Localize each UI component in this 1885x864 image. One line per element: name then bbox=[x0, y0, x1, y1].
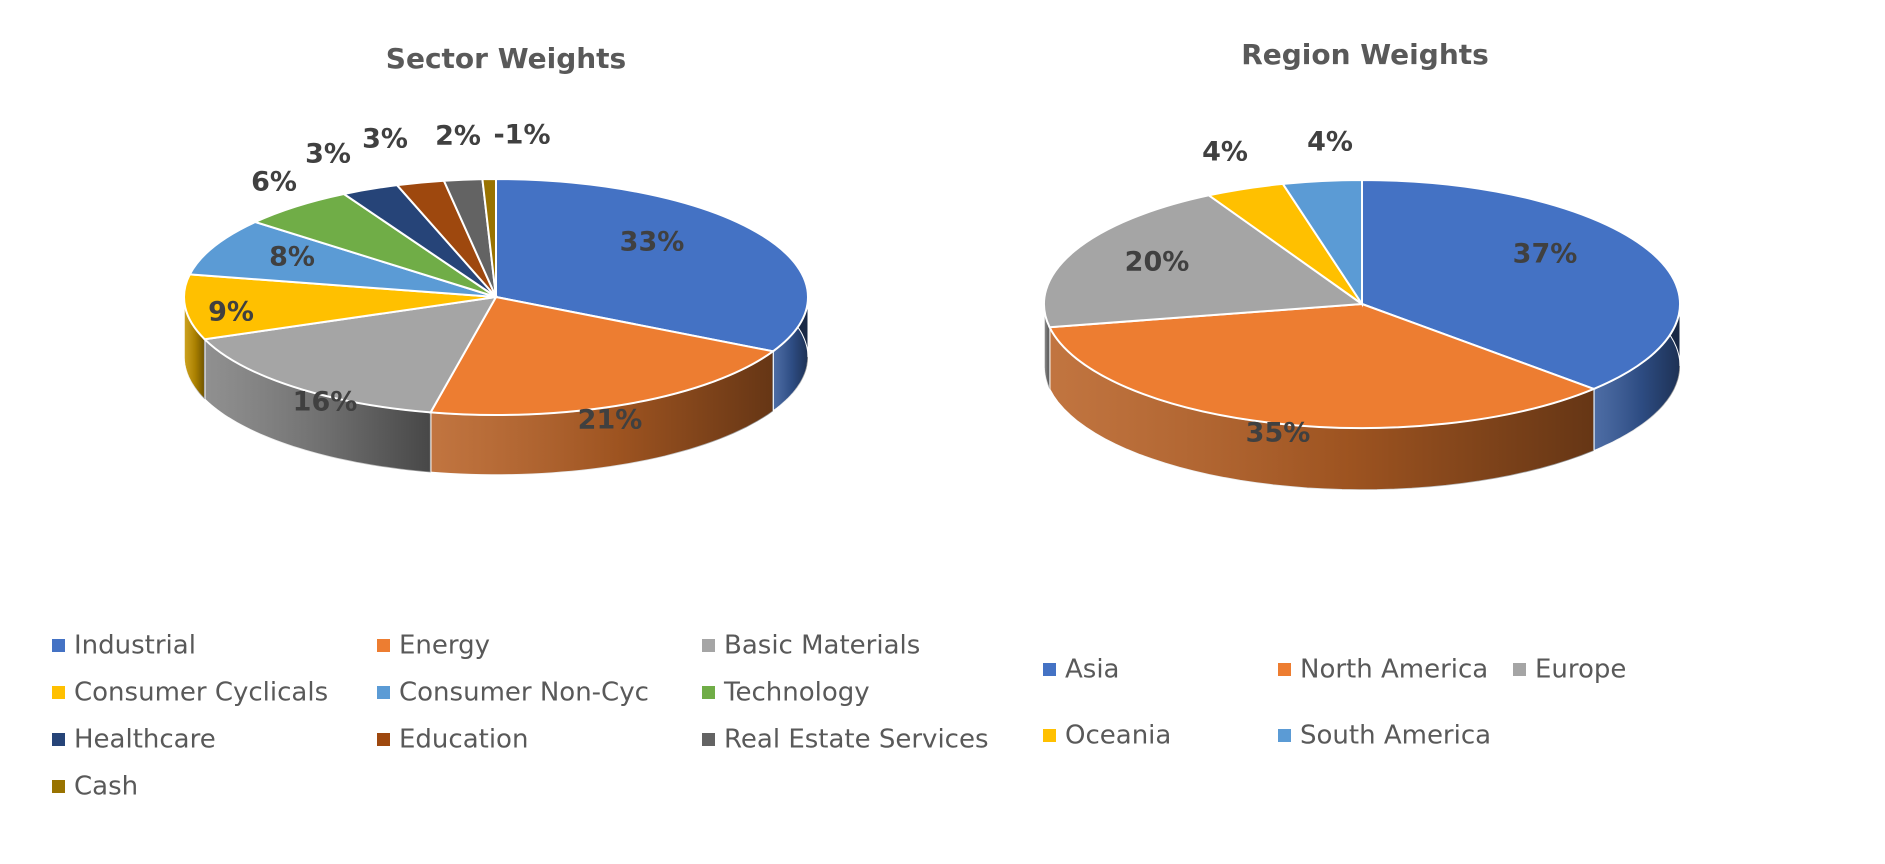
slice-region-north-america bbox=[1048, 302, 1597, 430]
legend-label-sector-industrial: Industrial bbox=[74, 631, 196, 661]
legend-label-region-europe: Europe bbox=[1535, 655, 1626, 685]
legend-swatch-sector-industrial bbox=[52, 639, 65, 652]
data-label-region-north-america: 35% bbox=[1246, 418, 1311, 449]
legend-swatch-region-north-america bbox=[1278, 663, 1291, 676]
data-label-region-europe: 20% bbox=[1125, 247, 1190, 278]
legend-swatch-sector-education bbox=[377, 733, 390, 746]
legend-swatch-sector-energy bbox=[377, 639, 390, 652]
legend-label-sector-healthcare: Healthcare bbox=[74, 725, 216, 755]
legend-item-region-north-america: North America bbox=[1278, 655, 1488, 685]
legend-item-sector-consumer-cyclicals: Consumer Cyclicals bbox=[52, 678, 328, 708]
data-label-region-oceania: 4% bbox=[1202, 137, 1248, 168]
side-shade-sector-energy bbox=[430, 351, 773, 475]
slice-sector-energy bbox=[428, 295, 776, 416]
legend-item-sector-industrial: Industrial bbox=[52, 631, 196, 661]
legend-label-sector-energy: Energy bbox=[399, 631, 490, 661]
legend-swatch-sector-healthcare bbox=[52, 733, 65, 746]
legend-item-sector-education: Education bbox=[377, 725, 528, 755]
slice-region-europe bbox=[1042, 194, 1365, 329]
legend-item-region-europe: Europe bbox=[1513, 655, 1626, 685]
legend-label-region-south-america: South America bbox=[1300, 721, 1491, 751]
slice-sector-consumer-non-cyc bbox=[188, 220, 497, 298]
region-legend: Asia North America Europe Oceania South Amer… bbox=[1043, 655, 1626, 751]
legend-swatch-sector-consumer-non-cyc bbox=[377, 686, 390, 699]
legend-label-sector-basic-materials: Basic Materials bbox=[724, 631, 920, 661]
legend-item-region-oceania: Oceania bbox=[1043, 721, 1171, 751]
side-shade-sector-consumer-cyclicals bbox=[184, 297, 205, 400]
legend-item-sector-real-estate-services: Real Estate Services bbox=[702, 725, 989, 755]
data-label-sector-consumer-non-cyc: 8% bbox=[269, 242, 315, 273]
legend-swatch-sector-real-estate-services bbox=[702, 733, 715, 746]
legend-item-sector-technology: Technology bbox=[702, 678, 870, 708]
data-label-region-asia: 37% bbox=[1513, 239, 1578, 270]
data-label-sector-healthcare: 3% bbox=[305, 139, 351, 170]
legend-swatch-region-oceania bbox=[1043, 729, 1056, 742]
legend-item-sector-basic-materials: Basic Materials bbox=[702, 631, 920, 661]
legend-label-region-north-america: North America bbox=[1300, 655, 1488, 685]
data-label-region-south-america: 4% bbox=[1307, 127, 1353, 158]
legend-swatch-region-europe bbox=[1513, 663, 1526, 676]
legend-item-sector-cash: Cash bbox=[52, 772, 138, 802]
sector-data-labels: 33% 21% 16% 9% 8% 6% 3% 3% 2% -1% bbox=[208, 120, 684, 436]
legend-swatch-sector-consumer-cyclicals bbox=[52, 686, 65, 699]
slice-region-asia bbox=[1361, 178, 1682, 390]
data-label-sector-education: 3% bbox=[362, 124, 408, 155]
side-shade-region-north-america bbox=[1049, 327, 1594, 490]
legend-label-sector-cash: Cash bbox=[74, 772, 138, 802]
data-label-sector-energy: 21% bbox=[578, 405, 643, 436]
legend-label-region-oceania: Oceania bbox=[1065, 721, 1171, 751]
slice-sector-cash bbox=[481, 177, 497, 298]
sector-chart-title: Sector Weights bbox=[386, 42, 626, 75]
legend-item-sector-consumer-non-cyc: Consumer Non-Cyc bbox=[377, 678, 649, 708]
data-label-sector-industrial: 33% bbox=[620, 227, 685, 258]
legend-label-sector-consumer-non-cyc: Consumer Non-Cyc bbox=[399, 678, 649, 708]
slice-sector-industrial bbox=[495, 177, 809, 353]
legend-item-region-asia: Asia bbox=[1043, 655, 1120, 685]
slice-sector-consumer-cyclicals bbox=[183, 273, 497, 341]
data-label-sector-consumer-cyclicals: 9% bbox=[208, 297, 254, 328]
sector-legend: Industrial Energy Basic Materials Consumer … bbox=[52, 631, 989, 802]
legend-label-sector-real-estate-services: Real Estate Services bbox=[724, 725, 989, 755]
region-pie bbox=[1042, 178, 1682, 491]
legend-swatch-sector-basic-materials bbox=[702, 639, 715, 652]
legend-swatch-sector-technology bbox=[702, 686, 715, 699]
legend-item-sector-healthcare: Healthcare bbox=[52, 725, 216, 755]
legend-item-sector-energy: Energy bbox=[377, 631, 490, 661]
legend-item-region-south-america: South America bbox=[1278, 721, 1491, 751]
side-shade-region-asia bbox=[1593, 304, 1680, 451]
legend-swatch-sector-cash bbox=[52, 780, 65, 793]
legend-swatch-region-south-america bbox=[1278, 729, 1291, 742]
legend-label-sector-education: Education bbox=[399, 725, 528, 755]
data-label-sector-basic-materials: 16% bbox=[293, 387, 358, 418]
legend-label-region-asia: Asia bbox=[1065, 655, 1120, 685]
sector-pie bbox=[183, 177, 809, 476]
legend-swatch-region-asia bbox=[1043, 663, 1056, 676]
data-label-sector-cash: -1% bbox=[493, 120, 550, 151]
slice-sector-basic-materials bbox=[202, 295, 498, 414]
data-label-sector-real-estate-services: 2% bbox=[435, 121, 481, 152]
legend-label-sector-technology: Technology bbox=[723, 678, 870, 708]
side-shade-sector-basic-materials bbox=[204, 339, 431, 473]
region-chart-title: Region Weights bbox=[1241, 38, 1489, 71]
data-label-sector-technology: 6% bbox=[251, 167, 297, 198]
legend-label-sector-consumer-cyclicals: Consumer Cyclicals bbox=[74, 678, 328, 708]
slice-region-south-america bbox=[1281, 178, 1363, 308]
region-data-labels: 37% 35% 20% 4% 4% bbox=[1125, 127, 1578, 449]
